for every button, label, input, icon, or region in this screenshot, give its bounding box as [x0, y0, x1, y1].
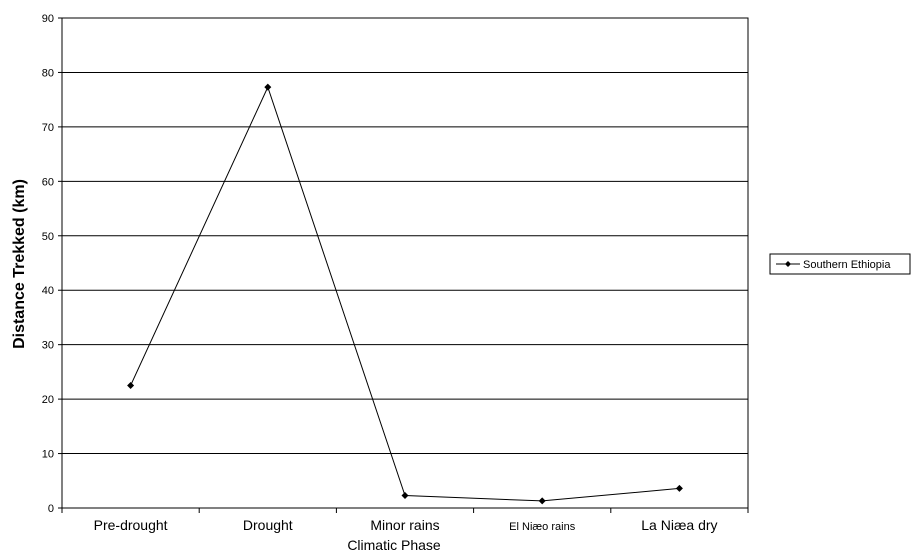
x-axis-ticks: Pre-drought Drought Minor rains El Niæo rai…	[61, 508, 749, 533]
y-axis-ticks: 0 10 20 30 40 50 60 70 80 90	[42, 13, 62, 515]
y-tick-label: 30	[42, 340, 54, 352]
y-tick-label: 70	[42, 122, 54, 134]
x-tick-label: Pre-drought	[94, 517, 168, 533]
x-axis-title: Climatic Phase	[347, 537, 441, 553]
x-tick-label: El Niæo rains	[509, 521, 576, 533]
legend-box	[769, 253, 911, 275]
y-tick-label: 50	[42, 231, 54, 243]
data-point	[538, 497, 546, 505]
data-point	[401, 491, 409, 499]
legend: Southern Ethiopia	[769, 253, 911, 275]
series-layer	[127, 83, 683, 505]
y-tick-label: 40	[42, 285, 54, 297]
y-tick-label: 60	[42, 176, 54, 188]
x-tick-label: La Niæa dry	[641, 517, 717, 533]
data-point	[675, 484, 683, 492]
gridlines	[62, 71, 748, 455]
legend-label: Southern Ethiopia	[803, 259, 891, 271]
data-point	[264, 83, 272, 91]
y-tick-label: 20	[42, 394, 54, 406]
series-line	[130, 85, 680, 502]
y-tick-label: 0	[48, 503, 54, 515]
x-tick-label: Minor rains	[370, 517, 439, 533]
legend-marker	[785, 261, 791, 267]
y-axis-title: Distance Trekked (km)	[11, 179, 28, 349]
y-tick-label: 80	[42, 67, 54, 79]
x-tick-label: Drought	[243, 517, 293, 533]
data-point	[127, 382, 135, 389]
y-tick-label: 10	[42, 449, 54, 461]
y-tick-label: 90	[42, 13, 54, 25]
plot-area	[61, 17, 749, 509]
